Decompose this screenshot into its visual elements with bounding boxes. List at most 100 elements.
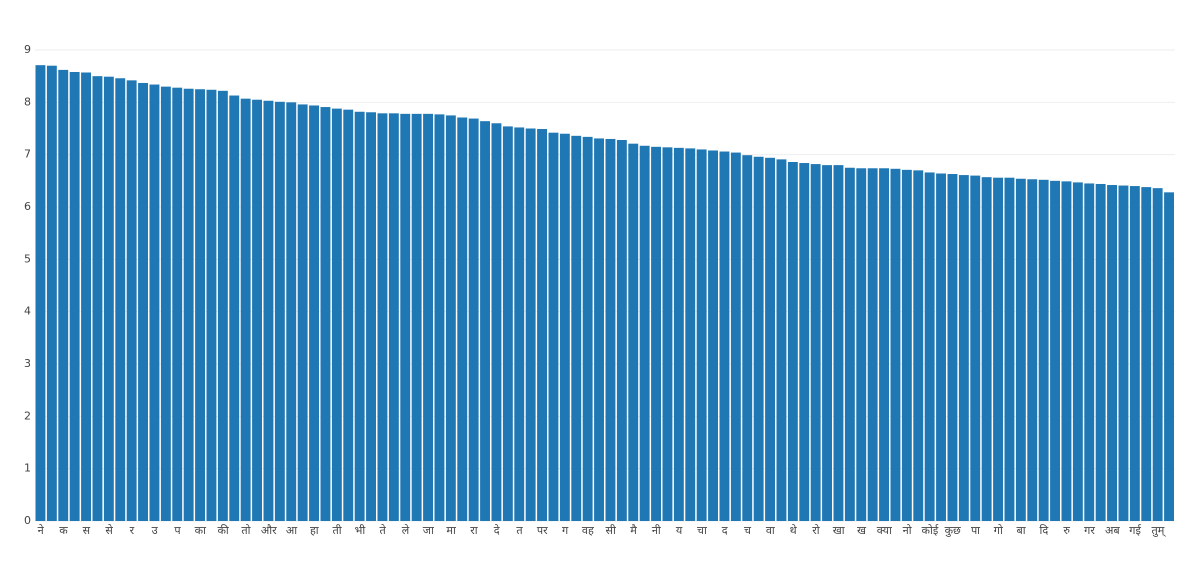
bar [810,164,821,521]
x-tick-label: आ [286,524,298,537]
bar [206,89,217,522]
x-tick-label: य [676,524,683,537]
bar [252,99,262,521]
x-tick-label: वह [582,524,594,537]
bar [514,127,525,521]
bar [628,143,639,521]
bar [844,167,855,521]
x-tick-label: अब [1105,524,1120,537]
bar [822,165,832,521]
x-tick-label: रा [470,524,477,537]
bar [673,147,684,521]
bar [274,101,285,521]
x-tick-label: च [744,524,752,537]
bar [1027,179,1038,521]
bar [434,114,445,522]
bar [594,138,604,521]
x-tick-label: रो [812,524,819,537]
x-tick-label: तुम् [1151,524,1166,537]
x-tick-label: दे [494,524,500,537]
bar [708,150,718,522]
x-tick-label: उ [152,524,159,537]
y-tick-label: 2 [24,409,31,422]
x-tick-label: की [217,524,228,537]
bar [719,151,730,521]
x-tick-label: क्या [877,524,892,537]
bar [1107,185,1117,521]
bar [286,102,297,521]
x-tick-label: प [174,524,181,537]
x-tick-label: गो [994,524,1003,537]
bar [457,117,468,521]
bar [1050,180,1060,522]
x-tick-label: गई [1129,524,1142,537]
bar [799,163,810,522]
x-tick-label: का [195,524,206,537]
x-tick-label: तो [241,524,250,537]
bar [605,138,616,521]
bar [856,168,867,522]
bar [559,133,570,521]
x-tick-label: से [105,524,113,537]
bar [879,168,889,522]
bar [502,126,513,521]
bar [696,149,707,521]
x-tick-label: ख [857,524,867,537]
y-tick-label: 4 [24,305,31,318]
y-tick-label: 3 [24,357,31,370]
bar [1061,181,1072,521]
y-tick-label: 8 [24,95,31,108]
bar [639,145,650,521]
bar [103,76,114,521]
bar [354,111,365,522]
bar [924,172,935,521]
bar [548,132,559,522]
x-tick-label: ती [333,524,342,537]
x-tick-label: र [130,524,135,537]
x-tick-label: पर [537,524,548,537]
bar [913,170,924,521]
bar [217,90,228,521]
x-tick-label: भी [355,524,366,537]
x-tick-label: क [59,524,68,537]
bar [1084,183,1095,521]
bar [377,113,388,521]
bar [240,98,251,522]
x-tick-label: कोई [922,524,940,537]
y-tick-label: 6 [24,200,31,213]
bar [776,159,787,522]
bar [947,174,958,521]
bar [81,72,91,522]
x-tick-label: हा [310,524,319,537]
bar [1129,186,1140,522]
x-tick-label: खा [833,524,845,537]
x-tick-label: द [722,524,728,537]
bar [411,113,422,521]
bar [297,104,308,521]
bar [685,148,696,522]
bar [491,123,502,522]
bar [46,65,57,521]
bar [229,95,240,521]
bar [423,113,433,521]
y-tick-label: 1 [24,462,31,475]
bar [160,86,171,521]
bar [138,82,148,521]
bar [480,121,490,521]
bar [69,71,80,521]
bar [525,128,536,521]
x-tick-label: नी [652,524,661,537]
x-tick-label: त [516,524,523,537]
x-tick-label: और [261,524,277,537]
y-tick-label: 9 [24,43,31,56]
bar [1164,192,1174,521]
bar [981,177,992,522]
bar [263,100,274,521]
bar [195,89,205,521]
bar [1118,185,1129,521]
x-tick-label: थे [790,524,798,537]
bar [331,108,342,521]
bar [468,118,479,521]
x-tick-label: ने [38,524,45,537]
